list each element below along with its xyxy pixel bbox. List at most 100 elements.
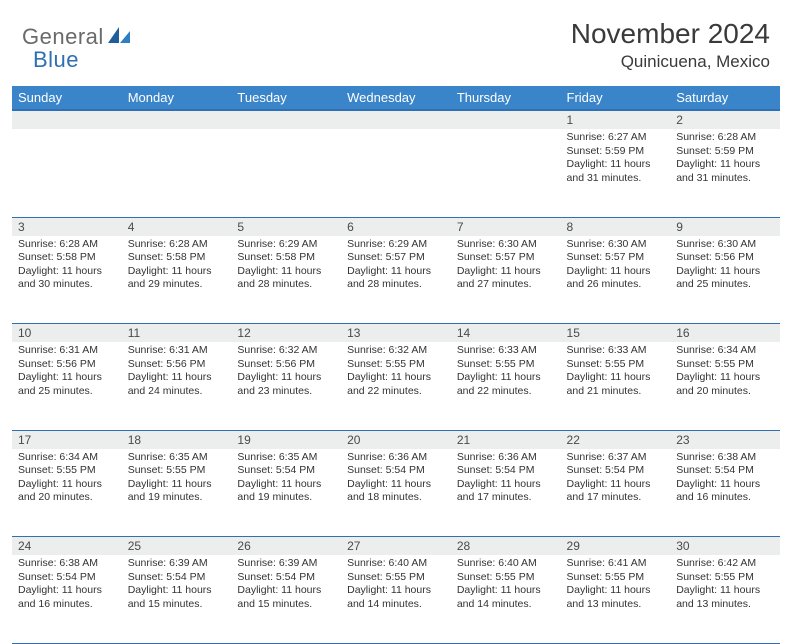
day-cell: Sunrise: 6:28 AMSunset: 5:58 PMDaylight:…	[122, 236, 232, 324]
day-cell: Sunrise: 6:28 AMSunset: 5:59 PMDaylight:…	[670, 129, 780, 217]
day-details: Sunrise: 6:31 AMSunset: 5:56 PMDaylight:…	[12, 342, 122, 403]
sunset-line: Sunset: 5:55 PM	[457, 571, 555, 585]
day-details: Sunrise: 6:30 AMSunset: 5:57 PMDaylight:…	[561, 236, 671, 297]
daylight-line: Daylight: 11 hours and 22 minutes.	[457, 371, 555, 398]
day-cell: Sunrise: 6:39 AMSunset: 5:54 PMDaylight:…	[231, 555, 341, 643]
day-cell	[341, 129, 451, 217]
day-number-cell	[231, 110, 341, 129]
day-details: Sunrise: 6:29 AMSunset: 5:57 PMDaylight:…	[341, 236, 451, 297]
day-cell: Sunrise: 6:30 AMSunset: 5:57 PMDaylight:…	[451, 236, 561, 324]
daylight-line: Daylight: 11 hours and 15 minutes.	[237, 584, 335, 611]
day-number-cell: 8	[561, 217, 671, 236]
day-number-cell: 14	[451, 324, 561, 343]
weekday-header: Wednesday	[341, 86, 451, 110]
sunset-line: Sunset: 5:55 PM	[347, 358, 445, 372]
day-number-cell: 16	[670, 324, 780, 343]
day-number-cell: 3	[12, 217, 122, 236]
day-cell: Sunrise: 6:33 AMSunset: 5:55 PMDaylight:…	[561, 342, 671, 430]
day-cell: Sunrise: 6:31 AMSunset: 5:56 PMDaylight:…	[122, 342, 232, 430]
day-number-cell: 24	[12, 537, 122, 556]
day-body-row: Sunrise: 6:31 AMSunset: 5:56 PMDaylight:…	[12, 342, 780, 430]
daylight-line: Daylight: 11 hours and 16 minutes.	[676, 478, 774, 505]
day-details: Sunrise: 6:42 AMSunset: 5:55 PMDaylight:…	[670, 555, 780, 616]
sunset-line: Sunset: 5:54 PM	[237, 464, 335, 478]
sunset-line: Sunset: 5:55 PM	[676, 571, 774, 585]
day-number-cell: 30	[670, 537, 780, 556]
daylight-line: Daylight: 11 hours and 31 minutes.	[676, 158, 774, 185]
day-number-row: 24252627282930	[12, 537, 780, 556]
daylight-line: Daylight: 11 hours and 28 minutes.	[347, 265, 445, 292]
daylight-line: Daylight: 11 hours and 20 minutes.	[676, 371, 774, 398]
daylight-line: Daylight: 11 hours and 20 minutes.	[18, 478, 116, 505]
day-body-row: Sunrise: 6:38 AMSunset: 5:54 PMDaylight:…	[12, 555, 780, 643]
weekday-header: Friday	[561, 86, 671, 110]
day-number-cell: 5	[231, 217, 341, 236]
day-details: Sunrise: 6:38 AMSunset: 5:54 PMDaylight:…	[12, 555, 122, 616]
day-number-row: 3456789	[12, 217, 780, 236]
day-number-cell: 19	[231, 430, 341, 449]
sunset-line: Sunset: 5:54 PM	[347, 464, 445, 478]
sunrise-line: Sunrise: 6:32 AM	[347, 344, 445, 358]
day-details: Sunrise: 6:35 AMSunset: 5:54 PMDaylight:…	[231, 449, 341, 510]
sunrise-line: Sunrise: 6:29 AM	[237, 238, 335, 252]
day-number-cell	[451, 110, 561, 129]
daylight-line: Daylight: 11 hours and 16 minutes.	[18, 584, 116, 611]
sunrise-line: Sunrise: 6:32 AM	[237, 344, 335, 358]
day-cell: Sunrise: 6:37 AMSunset: 5:54 PMDaylight:…	[561, 449, 671, 537]
daylight-line: Daylight: 11 hours and 31 minutes.	[567, 158, 665, 185]
day-cell: Sunrise: 6:40 AMSunset: 5:55 PMDaylight:…	[341, 555, 451, 643]
day-details: Sunrise: 6:29 AMSunset: 5:58 PMDaylight:…	[231, 236, 341, 297]
daylight-line: Daylight: 11 hours and 19 minutes.	[128, 478, 226, 505]
sunset-line: Sunset: 5:56 PM	[128, 358, 226, 372]
sunset-line: Sunset: 5:55 PM	[567, 358, 665, 372]
day-cell	[122, 129, 232, 217]
day-cell: Sunrise: 6:38 AMSunset: 5:54 PMDaylight:…	[670, 449, 780, 537]
sunset-line: Sunset: 5:54 PM	[676, 464, 774, 478]
sunrise-line: Sunrise: 6:33 AM	[567, 344, 665, 358]
day-details: Sunrise: 6:37 AMSunset: 5:54 PMDaylight:…	[561, 449, 671, 510]
sunset-line: Sunset: 5:57 PM	[347, 251, 445, 265]
sunrise-line: Sunrise: 6:30 AM	[567, 238, 665, 252]
sunset-line: Sunset: 5:56 PM	[18, 358, 116, 372]
day-number-cell: 22	[561, 430, 671, 449]
weekday-header: Saturday	[670, 86, 780, 110]
sunset-line: Sunset: 5:56 PM	[676, 251, 774, 265]
day-cell: Sunrise: 6:38 AMSunset: 5:54 PMDaylight:…	[12, 555, 122, 643]
day-cell: Sunrise: 6:35 AMSunset: 5:55 PMDaylight:…	[122, 449, 232, 537]
day-details: Sunrise: 6:33 AMSunset: 5:55 PMDaylight:…	[561, 342, 671, 403]
day-details: Sunrise: 6:30 AMSunset: 5:56 PMDaylight:…	[670, 236, 780, 297]
day-number-cell: 12	[231, 324, 341, 343]
day-details: Sunrise: 6:39 AMSunset: 5:54 PMDaylight:…	[231, 555, 341, 616]
sunset-line: Sunset: 5:55 PM	[676, 358, 774, 372]
day-number-cell: 18	[122, 430, 232, 449]
sunrise-line: Sunrise: 6:28 AM	[128, 238, 226, 252]
day-number-cell: 10	[12, 324, 122, 343]
sunrise-line: Sunrise: 6:39 AM	[237, 557, 335, 571]
sunrise-line: Sunrise: 6:33 AM	[457, 344, 555, 358]
day-number-cell	[12, 110, 122, 129]
day-cell: Sunrise: 6:42 AMSunset: 5:55 PMDaylight:…	[670, 555, 780, 643]
day-details: Sunrise: 6:38 AMSunset: 5:54 PMDaylight:…	[670, 449, 780, 510]
sunset-line: Sunset: 5:57 PM	[457, 251, 555, 265]
sunset-line: Sunset: 5:55 PM	[347, 571, 445, 585]
daylight-line: Daylight: 11 hours and 25 minutes.	[18, 371, 116, 398]
daylight-line: Daylight: 11 hours and 17 minutes.	[457, 478, 555, 505]
sunrise-line: Sunrise: 6:30 AM	[676, 238, 774, 252]
day-number-cell	[122, 110, 232, 129]
daylight-line: Daylight: 11 hours and 15 minutes.	[128, 584, 226, 611]
day-cell: Sunrise: 6:29 AMSunset: 5:58 PMDaylight:…	[231, 236, 341, 324]
daylight-line: Daylight: 11 hours and 30 minutes.	[18, 265, 116, 292]
day-cell	[12, 129, 122, 217]
day-number-cell: 17	[12, 430, 122, 449]
day-body-row: Sunrise: 6:28 AM Sunset: 5:58 PM Daylight:…	[12, 236, 780, 324]
day-cell: Sunrise: 6:30 AMSunset: 5:57 PMDaylight:…	[561, 236, 671, 324]
daylight-line: Daylight: 11 hours and 23 minutes.	[237, 371, 335, 398]
day-cell: Sunrise: 6:27 AMSunset: 5:59 PMDaylight:…	[561, 129, 671, 217]
sunrise-line: Sunrise: 6:35 AM	[237, 451, 335, 465]
day-details: Sunrise: 6:34 AMSunset: 5:55 PMDaylight:…	[670, 342, 780, 403]
sunset-line: Sunset: 5:58 PM	[237, 251, 335, 265]
sunrise-line: Sunrise: 6:36 AM	[347, 451, 445, 465]
sunrise-line: Sunrise: 6:28 AM	[676, 131, 774, 145]
day-number-cell: 26	[231, 537, 341, 556]
day-details: Sunrise: 6:32 AMSunset: 5:56 PMDaylight:…	[231, 342, 341, 403]
